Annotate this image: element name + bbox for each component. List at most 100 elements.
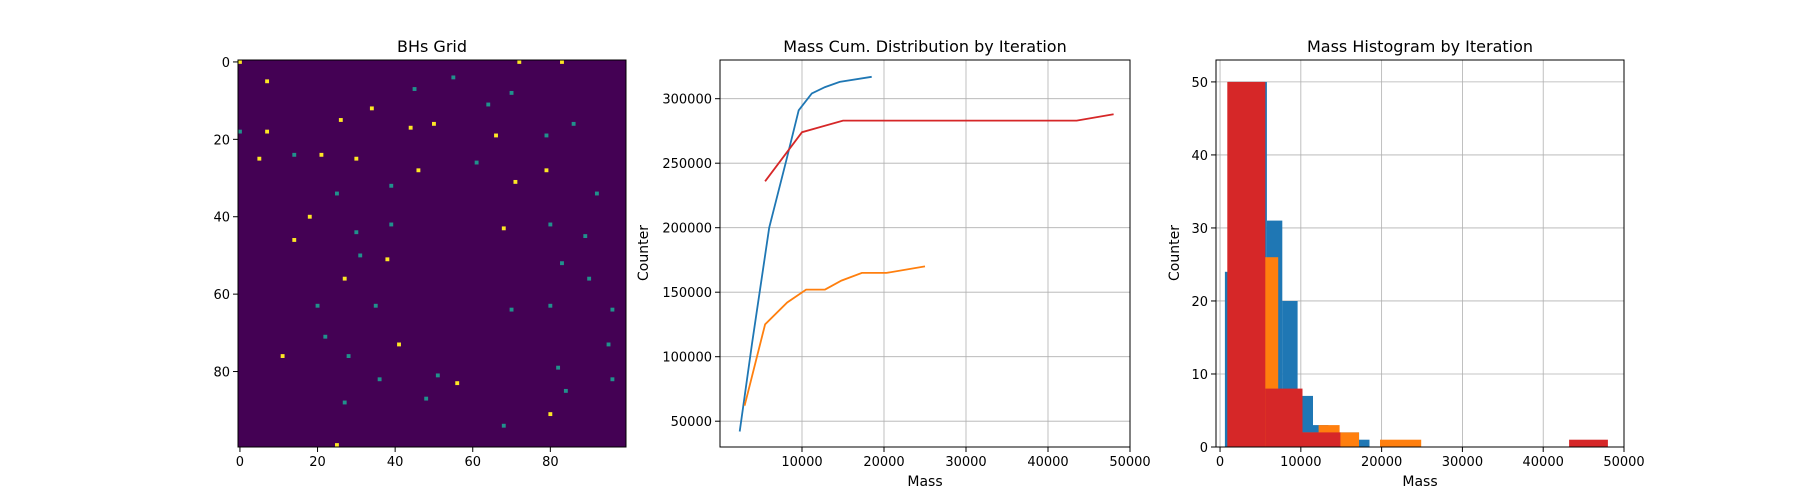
histogram-ytick-label: 20 xyxy=(1191,295,1208,310)
heatmap-cell xyxy=(354,230,359,235)
heatmap-cell xyxy=(265,129,270,134)
heatmap-title: BHs Grid xyxy=(397,37,467,56)
histogram-ytick-label: 10 xyxy=(1191,368,1208,383)
line-ytick-label: 50000 xyxy=(671,415,712,430)
heatmap-cell xyxy=(610,377,615,382)
histogram-xtick-label: 40000 xyxy=(1523,455,1564,470)
histogram-xtick-label: 10000 xyxy=(1280,455,1321,470)
histogram-xtick-label: 0 xyxy=(1216,455,1224,470)
heatmap-cell xyxy=(315,303,320,308)
heatmap-xtick-label: 20 xyxy=(309,455,326,470)
histogram-bar xyxy=(1359,439,1370,447)
heatmap-cell xyxy=(451,75,456,80)
heatmap-cell xyxy=(292,152,297,157)
heatmap-xtick-label: 60 xyxy=(464,455,481,470)
line-grid xyxy=(720,60,1131,447)
line-ytick-label: 200000 xyxy=(662,222,712,237)
heatmap-cell xyxy=(544,133,549,138)
line-xtick-label: 20000 xyxy=(863,455,904,470)
heatmap-cell xyxy=(307,214,312,219)
heatmap-cell xyxy=(323,334,328,339)
heatmap-cell xyxy=(560,60,564,64)
histogram-ylabel: Counter xyxy=(1167,225,1183,281)
line-series-path xyxy=(738,75,872,432)
histogram-bar xyxy=(1265,388,1303,447)
histogram-ticks: 0 10000 20000 30000 40000 50000 0 10 20 30 40 50 xyxy=(1191,76,1644,470)
line-ytick-label: 300000 xyxy=(662,93,712,108)
histogram-title: Mass Histogram by Iteration xyxy=(1307,37,1533,56)
line-ytick-label: 100000 xyxy=(662,351,712,366)
heatmap-cell xyxy=(494,133,498,138)
heatmap-cell xyxy=(583,234,588,239)
heatmap-ytick-label: 60 xyxy=(213,288,230,303)
histogram-ytick-label: 50 xyxy=(1191,76,1208,91)
heatmap-cell xyxy=(548,412,553,417)
histogram-panel: Mass Histogram by Iteration 0 10000 20000 3… xyxy=(1167,37,1645,490)
histogram-xtick-label: 20000 xyxy=(1361,455,1402,470)
heatmap-frame xyxy=(237,59,627,448)
line-series-path xyxy=(743,265,926,406)
heatmap-xtick-label: 80 xyxy=(542,455,559,470)
line-xtick-label: 40000 xyxy=(1027,455,1068,470)
heatmap-cell xyxy=(338,118,343,122)
heatmap-cell xyxy=(509,90,514,95)
heatmap-ytick-label: 20 xyxy=(213,133,230,148)
heatmap-cell xyxy=(563,388,568,393)
heatmap-cell xyxy=(606,342,611,347)
heatmap-cell xyxy=(389,222,394,227)
heatmap-cell xyxy=(432,121,436,126)
heatmap-cell xyxy=(548,303,553,308)
line-ticks: 10000 20000 30000 40000 50000 50000 100000 1500… xyxy=(662,93,1150,470)
histogram-bar xyxy=(1569,439,1608,447)
heatmap-cell xyxy=(424,396,429,401)
heatmap-cell xyxy=(594,191,599,196)
line-series xyxy=(738,75,1114,432)
heatmap-cell xyxy=(501,423,506,428)
heatmap-cell xyxy=(513,179,518,184)
heatmap-panel: BHs Grid 0 20 40 60 80 0 20 40 60 80 xyxy=(213,37,627,470)
histogram-ytick-label: 40 xyxy=(1191,149,1208,164)
heatmap-cell xyxy=(474,160,479,165)
heatmap-cell xyxy=(280,354,285,358)
heatmap-cell xyxy=(517,60,522,64)
histogram-bar xyxy=(1227,81,1266,448)
heatmap-cell xyxy=(238,60,242,64)
heatmap-cell xyxy=(265,79,270,84)
line-xtick-label: 10000 xyxy=(781,455,822,470)
heatmap-xtick-label: 40 xyxy=(387,455,404,470)
heatmap-cell xyxy=(509,307,514,312)
heatmap-cell xyxy=(610,307,615,312)
heatmap-ticks: 0 20 40 60 80 0 20 40 60 80 xyxy=(213,56,558,470)
line-title: Mass Cum. Distribution by Iteration xyxy=(783,37,1066,56)
heatmap-cell xyxy=(548,222,553,227)
heatmap-cell xyxy=(412,87,417,91)
heatmap-cell xyxy=(587,276,592,281)
heatmap-ytick-label: 40 xyxy=(213,211,230,226)
line-ytick-label: 150000 xyxy=(662,286,712,301)
heatmap-cell xyxy=(416,168,421,173)
histogram-frame xyxy=(1215,59,1625,448)
heatmap-ytick-label: 80 xyxy=(213,366,230,381)
heatmap-cells xyxy=(238,60,615,447)
histogram-xtick-label: 30000 xyxy=(1442,455,1483,470)
histogram-bar xyxy=(1380,439,1422,447)
heatmap-cell xyxy=(486,102,491,107)
heatmap-cell xyxy=(292,238,297,242)
heatmap-cell xyxy=(571,121,576,126)
heatmap-cell xyxy=(369,106,374,111)
heatmap-cell xyxy=(455,381,460,386)
heatmap-ytick-label: 0 xyxy=(222,56,230,71)
line-xtick-label: 50000 xyxy=(1109,455,1150,470)
heatmap-cell xyxy=(319,152,324,157)
line-frame xyxy=(719,59,1131,448)
line-panel: Mass Cum. Distribution by Iteration 1000… xyxy=(636,37,1151,490)
heatmap-cell xyxy=(377,377,382,382)
heatmap-cell xyxy=(397,342,401,347)
heatmap-cell xyxy=(560,261,564,266)
line-ylabel: Counter xyxy=(636,225,652,281)
heatmap-cell xyxy=(385,257,390,262)
heatmap-cell xyxy=(335,443,339,447)
histogram-xlabel: Mass xyxy=(1402,474,1437,490)
heatmap-cell xyxy=(342,276,347,281)
